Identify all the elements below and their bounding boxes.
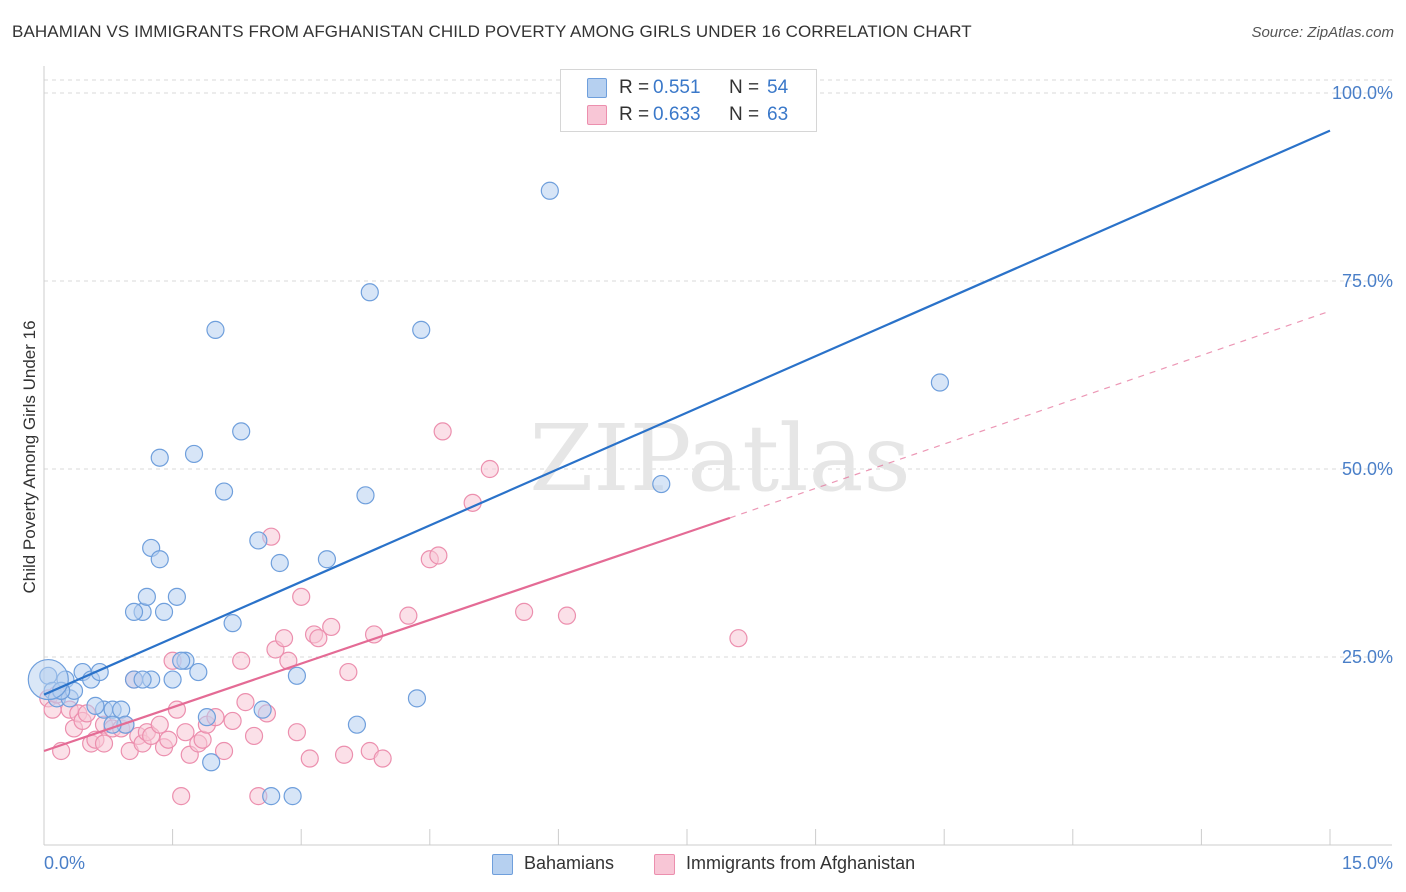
legend-label: Bahamians [524,853,615,873]
x-tick-label: 15.0% [1342,853,1393,873]
data-point [652,474,671,494]
data-point [159,730,178,749]
r-label: R = [619,77,650,98]
legend-swatch-pink [654,854,675,875]
data-point [150,715,169,734]
data-point [309,629,328,648]
data-point [253,700,272,719]
data-point [540,181,559,200]
data-point [292,587,311,606]
data-point [360,283,379,302]
data-point [163,670,182,689]
data-point [279,651,298,670]
data-point [150,448,169,467]
series-bahamians-points [27,181,950,806]
data-point [223,711,242,731]
data-point [274,629,294,648]
data-point [287,666,307,685]
data-point [94,734,114,753]
data-point [557,606,577,625]
data-point [232,651,251,670]
watermark: ZIPatlas [529,405,910,512]
data-point [283,787,302,806]
data-point [322,617,341,637]
data-point [729,629,748,648]
data-point [150,550,169,569]
y-tick-label: 75.0% [1342,271,1393,291]
data-point [262,787,281,806]
data-point [300,749,319,768]
data-point [356,486,375,505]
correlation-legend: R = 0.551 N = 54 R = 0.633 N = 63 [560,69,817,132]
data-point [339,662,358,682]
legend-label: Immigrants from Afghanistan [686,853,916,873]
data-point [176,723,195,742]
data-point [112,700,131,719]
axes [43,66,1392,846]
y-tick-label: 100.0% [1332,83,1393,103]
data-point [287,723,307,742]
data-point [172,787,191,806]
trend-line-afghanistan [43,516,731,753]
legend-swatch-pink [587,105,607,125]
data-point [412,320,431,339]
data-point [214,482,234,501]
data-point [86,696,105,715]
source-label: Source: ZipAtlas.com [1251,24,1394,41]
data-point [124,602,144,621]
data-point [429,546,448,565]
data-point [364,625,384,644]
data-point-cluster [27,658,69,701]
data-point [270,553,289,573]
data-point [480,459,499,479]
data-point [214,741,234,761]
data-point [317,550,337,569]
r-label: R = [619,104,650,125]
n-value: 54 [767,77,789,98]
x-tick-label: 0.0% [44,853,85,873]
data-point [202,753,221,772]
y-tick-label: 50.0% [1342,459,1393,479]
data-point [184,444,204,464]
data-point [930,373,950,392]
n-label: N = [729,77,760,98]
tick-labels: 100.0% 75.0% 50.0% 25.0% 0.0% 15.0% [44,83,1393,873]
data-point [347,715,367,734]
data-point [189,662,208,682]
data-point [334,745,354,764]
grid-lines [44,79,1392,658]
data-point [232,422,251,441]
data-point [244,726,264,746]
y-tick-label: 25.0% [1342,647,1393,667]
chart-title: BAHAMIAN VS IMMIGRANTS FROM AFGHANISTAN … [12,22,972,41]
data-point [236,693,255,712]
data-point [407,689,427,708]
data-point [172,651,191,670]
trend-line-bahamians [43,129,1331,696]
data-point [206,320,225,339]
data-point [249,531,268,550]
trend-line-afghanistan-extension [729,310,1331,519]
r-value: 0.551 [653,77,701,98]
data-point [154,602,174,621]
data-point [223,614,242,633]
n-label: N = [729,104,760,125]
data-point [433,422,452,441]
r-value: 0.633 [653,104,701,125]
data-point [133,670,152,689]
data-point [399,606,418,625]
legend-swatch-blue [587,78,607,98]
data-point [193,730,212,749]
data-point [373,749,392,768]
data-point [137,587,156,606]
data-point [197,708,216,727]
n-value: 63 [767,104,789,125]
legend-swatch-blue [492,854,513,875]
data-point [515,602,534,621]
data-point [167,587,186,606]
trend-lines [43,129,1331,753]
